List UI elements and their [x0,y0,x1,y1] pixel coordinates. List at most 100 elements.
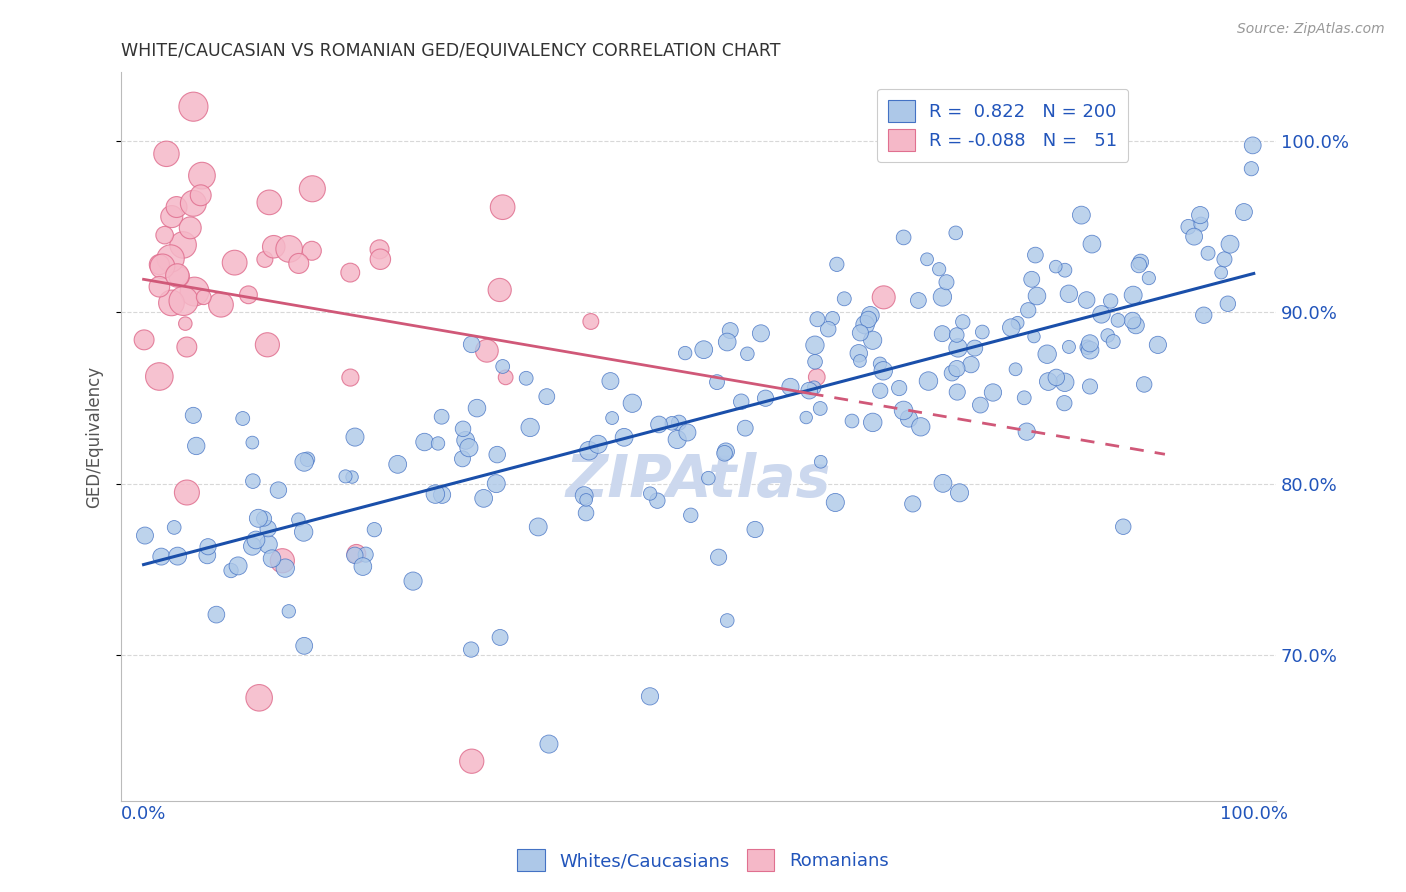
Point [1128,258,1150,272]
Point [263,240,285,254]
Point [197,540,219,554]
Point [1233,205,1256,219]
Point [537,737,560,751]
Point [1213,252,1236,267]
Point [893,403,915,417]
Point [932,476,955,491]
Point [1070,208,1092,222]
Point [915,252,938,267]
Point [148,279,170,293]
Point [527,520,550,534]
Point [205,607,228,622]
Point [730,394,752,409]
Point [621,396,644,410]
Point [901,497,924,511]
Point [257,537,280,551]
Text: Source: ZipAtlas.com: Source: ZipAtlas.com [1237,22,1385,37]
Point [427,436,450,450]
Point [247,511,270,525]
Point [1097,328,1119,343]
Point [451,451,474,466]
Point [495,370,517,384]
Point [160,210,183,224]
Legend: Whites/Caucasians, Romanians: Whites/Caucasians, Romanians [510,842,896,879]
Point [1189,208,1212,222]
Point [1078,343,1101,358]
Point [1015,425,1038,439]
Point [1137,271,1160,285]
Point [1021,272,1043,286]
Point [972,325,994,339]
Point [1216,297,1239,311]
Point [946,328,969,343]
Point [810,455,832,469]
Point [1147,338,1170,352]
Point [849,354,872,368]
Point [858,312,880,326]
Point [931,290,953,304]
Point [931,326,953,341]
Point [1076,293,1098,307]
Point [907,293,929,308]
Point [706,375,728,389]
Point [679,508,702,523]
Point [368,243,391,257]
Point [260,551,283,566]
Point [575,506,598,520]
Point [638,486,661,500]
Point [1107,313,1129,327]
Point [1045,370,1067,384]
Point [183,285,205,299]
Point [578,443,600,458]
Point [946,341,969,355]
Point [292,524,315,539]
Point [226,558,249,573]
Point [1022,329,1045,343]
Point [941,366,963,380]
Point [247,690,270,705]
Point [1129,255,1152,269]
Point [1000,320,1022,334]
Point [806,312,828,326]
Point [969,398,991,412]
Point [869,357,891,371]
Point [1057,340,1080,354]
Point [425,487,447,501]
Point [1189,217,1212,231]
Point [489,631,512,645]
Point [1045,260,1067,274]
Point [242,474,264,488]
Point [352,559,374,574]
Point [515,371,537,385]
Point [451,422,474,436]
Point [278,242,301,256]
Point [1241,138,1264,153]
Point [693,343,716,357]
Point [804,355,827,369]
Point [1240,161,1263,176]
Point [960,358,983,372]
Point [1211,266,1233,280]
Point [734,421,756,435]
Point [869,384,891,398]
Point [339,266,361,280]
Point [301,182,323,196]
Point [176,340,198,354]
Point [460,337,482,351]
Point [1038,375,1060,389]
Point [824,495,846,509]
Point [461,754,484,768]
Point [173,293,195,308]
Point [893,230,915,244]
Point [176,485,198,500]
Point [737,347,759,361]
Point [292,639,315,653]
Point [1053,376,1076,390]
Point [897,411,920,425]
Point [1076,340,1098,354]
Point [817,322,839,336]
Point [1122,288,1144,302]
Point [132,333,155,347]
Point [536,390,558,404]
Point [335,469,357,483]
